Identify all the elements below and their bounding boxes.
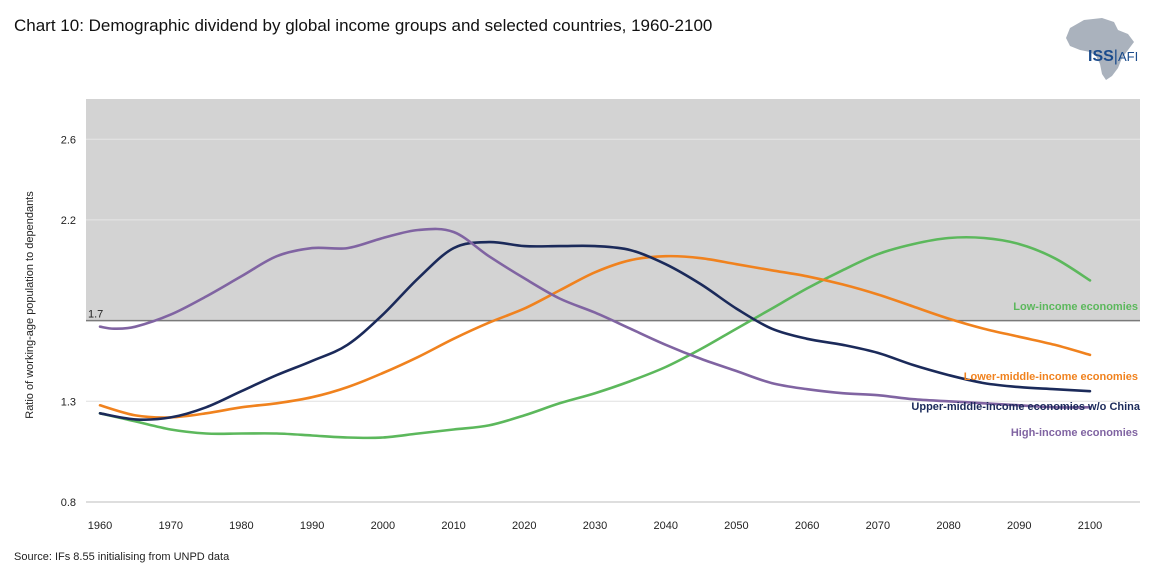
threshold-label: 1.7 xyxy=(88,309,103,321)
series-line-lower-middle xyxy=(98,254,1092,419)
x-tick-label: 2060 xyxy=(795,520,819,532)
source-note: Source: IFs 8.55 initialising from UNPD … xyxy=(14,551,230,563)
x-tick-label: 2070 xyxy=(866,520,890,532)
x-tick-label: 2040 xyxy=(653,520,677,532)
x-tick-label: 2050 xyxy=(724,520,748,532)
x-tick-label: 2000 xyxy=(371,520,395,532)
x-tick-label: 1980 xyxy=(229,520,253,532)
series-label-upper-middle: Upper-middle-income economies w/o China xyxy=(911,401,1140,413)
series-line-high xyxy=(98,227,1092,409)
y-tick-label: 0.8 xyxy=(61,497,76,509)
y-tick-label: 2.2 xyxy=(61,215,76,227)
africa-map-icon xyxy=(1066,18,1134,80)
series-label-lower-middle: Lower-middle-income economies xyxy=(964,371,1138,383)
series-line-low xyxy=(98,235,1092,440)
x-tick-label: 2090 xyxy=(1007,520,1031,532)
logo: ISS|AFI xyxy=(1088,48,1138,66)
x-tick-label: 1960 xyxy=(88,520,112,532)
series-line-upper-middle xyxy=(98,240,1092,421)
x-tick-label: 1970 xyxy=(158,520,182,532)
series-lines xyxy=(98,227,1092,440)
y-tick-label: 1.3 xyxy=(61,396,76,408)
x-axis-ticks: 1960 1970 1980 1990 2000 2010 2020 2030 2040 2050… xyxy=(88,520,1102,532)
africa-shape xyxy=(1066,18,1134,80)
series-labels: Low-income economies Lower-middle-income … xyxy=(911,301,1140,439)
y-tick-label: 2.6 xyxy=(61,134,76,146)
x-tick-label: 2010 xyxy=(441,520,465,532)
x-tick-label: 2080 xyxy=(936,520,960,532)
chart-title: Chart 10: Demographic dividend by global… xyxy=(14,16,713,35)
logo-afi: AFI xyxy=(1117,49,1139,64)
series-label-low: Low-income economies xyxy=(1013,301,1138,313)
x-tick-label: 2030 xyxy=(583,520,607,532)
x-tick-label: 2100 xyxy=(1078,520,1102,532)
x-tick-label: 2020 xyxy=(512,520,536,532)
high-dividend-zone xyxy=(86,99,1140,321)
y-axis-ticks: 0.8 1.3 2.2 2.6 xyxy=(61,134,76,509)
x-tick-label: 1990 xyxy=(300,520,324,532)
series-label-high: High-income economies xyxy=(1011,427,1138,439)
logo-iss: ISS xyxy=(1088,48,1114,65)
logo-separator: | xyxy=(1113,48,1118,65)
